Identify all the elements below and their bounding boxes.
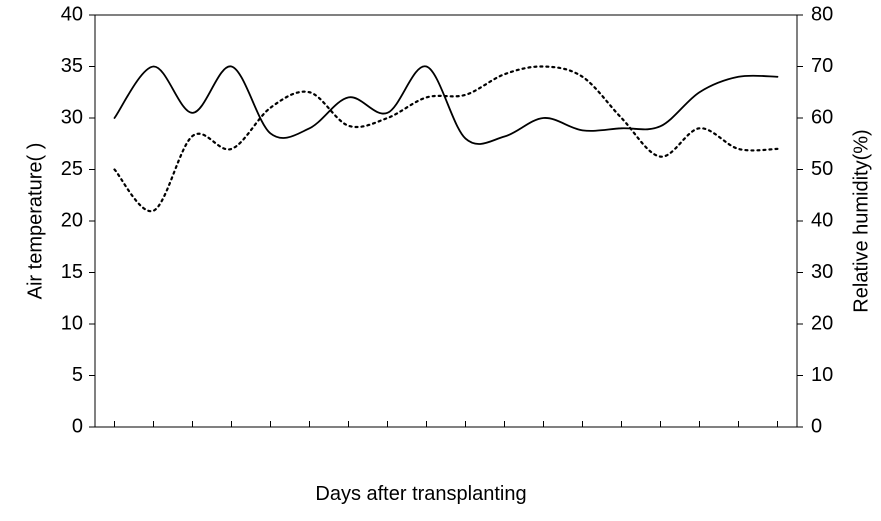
temperature-series-line — [113, 65, 779, 145]
y-right-tick-label: 50 — [811, 158, 833, 180]
y-left-tick-label: 10 — [61, 312, 83, 334]
y-left-tick-label: 0 — [72, 415, 83, 437]
y-right-tick-label: 20 — [811, 312, 833, 334]
y-left-tick-label: 35 — [61, 55, 83, 77]
y-left-axis-title: Air temperature( ) — [24, 143, 46, 300]
y-left-tick-label: 25 — [61, 158, 83, 180]
y-right-tick-label: 10 — [811, 364, 833, 386]
ticks: 0 5 10 15 20 25 30 35 40 0 10 20 30 40 50 60 70 80 — [61, 3, 834, 437]
humidity-series-line — [113, 65, 779, 213]
y-right-axis-title: Relative humidity(%) — [850, 129, 872, 312]
y-left-tick-label: 20 — [61, 209, 83, 231]
y-right-tick-label: 60 — [811, 106, 833, 128]
y-right-tick-label: 0 — [811, 415, 822, 437]
y-right-tick-label: 40 — [811, 209, 833, 231]
y-right-tick-label: 70 — [811, 55, 833, 77]
y-left-tick-label: 40 — [61, 3, 83, 25]
series — [113, 65, 779, 213]
x-axis-title: Days after transplanting — [315, 483, 526, 505]
y-left-tick-label: 30 — [61, 106, 83, 128]
y-left-tick-label: 15 — [61, 261, 83, 283]
axes — [94, 14, 798, 428]
y-left-tick-label: 5 — [72, 364, 83, 386]
y-right-tick-label: 80 — [811, 3, 833, 25]
y-right-tick-label: 30 — [811, 261, 833, 283]
